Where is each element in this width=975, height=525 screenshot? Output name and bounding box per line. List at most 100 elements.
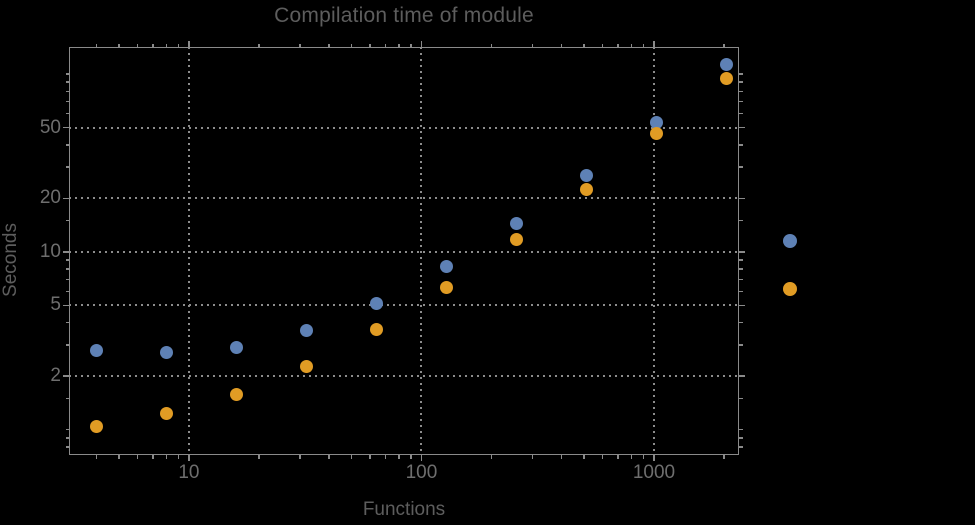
x-major-tick bbox=[653, 455, 655, 461]
y-minor-tick bbox=[739, 90, 743, 93]
x-tick-label: 10 bbox=[178, 462, 200, 483]
x-minor-tick bbox=[299, 455, 301, 459]
data-point-series-1 bbox=[439, 259, 453, 273]
legend-marker-series-2 bbox=[783, 282, 797, 296]
y-minor-tick bbox=[65, 428, 69, 431]
x-minor-tick bbox=[350, 43, 353, 47]
x-minor-tick bbox=[328, 43, 330, 47]
x-minor-tick bbox=[299, 43, 301, 47]
y-major-tick bbox=[63, 304, 69, 307]
data-point-series-2 bbox=[579, 182, 593, 196]
x-minor-tick bbox=[642, 43, 645, 47]
x-minor-tick bbox=[617, 455, 619, 459]
data-point-series-1 bbox=[299, 324, 313, 338]
x-minor-tick bbox=[531, 43, 534, 47]
y-major-tick bbox=[63, 375, 69, 377]
y-major-tick bbox=[63, 251, 69, 253]
data-point-series-1 bbox=[89, 343, 103, 357]
x-minor-tick bbox=[398, 455, 400, 459]
gridline-x bbox=[187, 47, 190, 455]
y-tick-label: 10 bbox=[39, 240, 61, 262]
y-tick-label: 5 bbox=[50, 294, 61, 316]
y-minor-tick bbox=[739, 73, 743, 75]
y-minor-tick bbox=[65, 321, 69, 324]
x-minor-tick bbox=[136, 455, 139, 459]
y-minor-tick bbox=[65, 81, 69, 83]
y-major-tick bbox=[739, 197, 745, 200]
x-minor-tick bbox=[410, 455, 412, 459]
x-major-tick bbox=[188, 455, 190, 461]
y-minor-tick bbox=[739, 259, 743, 261]
gridline-y bbox=[69, 375, 739, 378]
gridline-y bbox=[69, 250, 739, 253]
gridline-y bbox=[69, 126, 739, 129]
gridline-y bbox=[69, 197, 739, 200]
legend-marker-series-1 bbox=[783, 234, 797, 248]
x-minor-tick bbox=[601, 43, 604, 47]
x-minor-tick bbox=[152, 43, 154, 47]
y-minor-tick bbox=[65, 166, 69, 168]
x-major-tick bbox=[653, 41, 655, 47]
x-minor-tick bbox=[630, 43, 633, 47]
y-major-tick bbox=[739, 375, 745, 377]
y-minor-tick bbox=[739, 268, 743, 270]
x-minor-tick bbox=[384, 43, 387, 47]
x-minor-tick bbox=[601, 455, 604, 459]
x-minor-tick bbox=[617, 43, 619, 47]
y-minor-tick bbox=[739, 321, 743, 324]
x-minor-tick bbox=[398, 43, 400, 47]
x-minor-tick bbox=[369, 455, 371, 459]
x-axis-label: Functions bbox=[362, 499, 446, 520]
y-tick-label: 2 bbox=[50, 365, 61, 387]
data-point-series-1 bbox=[579, 169, 593, 183]
gridline-x bbox=[420, 47, 423, 455]
y-minor-tick bbox=[65, 144, 69, 146]
y-minor-tick bbox=[65, 90, 69, 93]
x-minor-tick bbox=[328, 455, 330, 459]
y-minor-tick bbox=[65, 73, 69, 75]
y-minor-tick bbox=[739, 397, 743, 400]
data-point-series-2 bbox=[369, 323, 383, 337]
x-tick-label: 100 bbox=[405, 462, 438, 483]
x-minor-tick bbox=[177, 455, 180, 459]
x-major-tick bbox=[420, 41, 423, 47]
x-minor-tick bbox=[258, 455, 260, 459]
x-minor-tick bbox=[583, 43, 585, 47]
gridline-y bbox=[69, 304, 739, 307]
y-minor-tick bbox=[739, 81, 743, 83]
x-minor-tick bbox=[583, 455, 585, 459]
x-minor-tick bbox=[95, 455, 98, 459]
data-point-series-2 bbox=[229, 388, 243, 402]
y-minor-tick bbox=[65, 219, 69, 222]
y-minor-tick bbox=[739, 100, 743, 103]
y-minor-tick bbox=[65, 259, 69, 261]
y-minor-tick bbox=[65, 344, 69, 346]
data-point-series-1 bbox=[509, 217, 523, 231]
y-minor-tick bbox=[65, 437, 69, 439]
y-minor-tick bbox=[65, 446, 69, 448]
x-minor-tick bbox=[560, 43, 563, 47]
x-minor-tick bbox=[560, 455, 563, 459]
data-point-series-1 bbox=[719, 58, 733, 72]
x-minor-tick bbox=[152, 455, 154, 459]
y-minor-tick bbox=[65, 112, 69, 115]
y-tick-label: 20 bbox=[39, 187, 61, 209]
y-minor-tick bbox=[739, 166, 743, 168]
x-minor-tick bbox=[118, 43, 120, 47]
y-minor-tick bbox=[739, 446, 743, 448]
x-minor-tick bbox=[350, 455, 353, 459]
x-minor-tick bbox=[136, 43, 139, 47]
y-axis-label: Seconds bbox=[0, 223, 21, 297]
y-major-tick bbox=[739, 126, 745, 129]
x-minor-tick bbox=[410, 43, 412, 47]
x-tick-label: 1000 bbox=[632, 462, 676, 483]
x-major-tick bbox=[188, 41, 190, 47]
x-minor-tick bbox=[118, 455, 120, 459]
y-major-tick bbox=[63, 126, 69, 129]
data-point-series-2 bbox=[299, 360, 313, 374]
data-point-series-2 bbox=[89, 420, 103, 434]
data-point-series-1 bbox=[649, 115, 663, 129]
y-minor-tick bbox=[739, 219, 743, 222]
y-minor-tick bbox=[65, 278, 69, 281]
x-minor-tick bbox=[531, 455, 534, 459]
